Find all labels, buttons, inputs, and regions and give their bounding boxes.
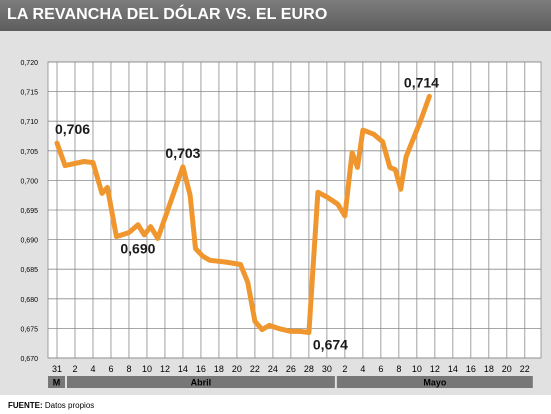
month-label: M xyxy=(53,378,61,388)
chart-header: LA REVANCHA DEL DÓLAR VS. EL EURO xyxy=(0,0,551,31)
x-tick-label: 2 xyxy=(72,364,77,374)
month-label: Abril xyxy=(191,378,212,388)
x-tick-label: 4 xyxy=(360,364,365,374)
x-tick-label: 18 xyxy=(484,364,494,374)
month-band xyxy=(336,376,533,388)
x-tick-label: 26 xyxy=(286,364,296,374)
y-tick-label: 0,670 xyxy=(20,356,38,363)
x-tick-label: 8 xyxy=(396,364,401,374)
y-tick-label: 0,720 xyxy=(20,60,38,67)
x-tick-label: 31 xyxy=(52,364,62,374)
y-tick-label: 0,675 xyxy=(20,326,38,333)
source-text: Datos propios xyxy=(44,401,95,410)
y-tick-label: 0,705 xyxy=(20,149,38,156)
y-tick-label: 0,695 xyxy=(20,208,38,215)
y-tick-label: 0,710 xyxy=(20,119,38,126)
data-label: 0,674 xyxy=(313,337,348,353)
month-band xyxy=(66,376,335,388)
month-label: Mayo xyxy=(423,378,447,388)
x-tick-label: 4 xyxy=(90,364,95,374)
plot-border xyxy=(47,61,542,359)
data-label: 0,690 xyxy=(120,241,155,257)
x-tick-label: 14 xyxy=(178,364,188,374)
x-tick-label: 12 xyxy=(430,364,440,374)
y-tick-label: 0,715 xyxy=(20,90,38,97)
chart-title: LA REVANCHA DEL DÓLAR VS. EL EURO xyxy=(7,6,328,23)
source-label: FUENTE: xyxy=(8,401,43,410)
month-band xyxy=(48,376,65,388)
x-tick-label: 30 xyxy=(322,364,332,374)
x-tick-label: 20 xyxy=(502,364,512,374)
source-note: FUENTE: Datos propios xyxy=(8,401,94,410)
x-tick-label: 10 xyxy=(412,364,422,374)
x-tick-label: 2 xyxy=(342,364,347,374)
x-tick-label: 22 xyxy=(520,364,530,374)
x-tick-label: 14 xyxy=(448,364,458,374)
x-tick-label: 10 xyxy=(142,364,152,374)
x-tick-label: 18 xyxy=(214,364,224,374)
x-tick-label: 20 xyxy=(232,364,242,374)
y-tick-label: 0,690 xyxy=(20,238,38,245)
data-label: 0,714 xyxy=(404,74,439,90)
x-tick-label: 28 xyxy=(304,364,314,374)
x-tick-label: 6 xyxy=(378,364,383,374)
x-tick-label: 16 xyxy=(466,364,476,374)
y-tick-label: 0,680 xyxy=(20,297,38,304)
line-chart: 0,670 0,675 0,680 0,685 0,690 0,695 0,700 0,705… xyxy=(20,60,542,388)
x-tick-label: 16 xyxy=(196,364,206,374)
x-tick-label: 22 xyxy=(250,364,260,374)
x-tick-label: 6 xyxy=(108,364,113,374)
series-line xyxy=(54,93,432,335)
data-label: 0,703 xyxy=(165,145,200,161)
x-tick-label: 12 xyxy=(160,364,170,374)
y-tick-label: 0,685 xyxy=(20,267,38,274)
y-tick-label: 0,700 xyxy=(20,178,38,185)
x-tick-label: 8 xyxy=(126,364,131,374)
x-tick-label: 24 xyxy=(268,364,278,374)
data-label: 0,706 xyxy=(55,121,90,137)
